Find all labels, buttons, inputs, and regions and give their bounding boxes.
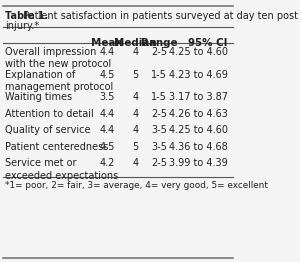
Text: Explanation of
management protocol: Explanation of management protocol — [5, 70, 114, 92]
Text: 4.4: 4.4 — [100, 125, 115, 135]
Text: Overall impression
with the new protocol: Overall impression with the new protocol — [5, 47, 112, 69]
Text: 4: 4 — [132, 92, 139, 102]
Text: 4.25 to 4.60: 4.25 to 4.60 — [169, 125, 228, 135]
Text: 4: 4 — [132, 47, 139, 57]
Text: 1-5: 1-5 — [151, 70, 167, 80]
Text: 4: 4 — [132, 158, 139, 168]
Text: 4.25 to 4.60: 4.25 to 4.60 — [169, 47, 228, 57]
Text: Mean: Mean — [92, 38, 123, 48]
Text: 1-5: 1-5 — [151, 92, 167, 102]
Text: Median: Median — [114, 38, 157, 48]
Text: 4.5: 4.5 — [100, 142, 115, 152]
Text: 4: 4 — [132, 109, 139, 119]
Text: 3.17 to 3.87: 3.17 to 3.87 — [169, 92, 228, 102]
Text: 4.26 to 4.63: 4.26 to 4.63 — [169, 109, 228, 119]
Text: Table 1.: Table 1. — [5, 11, 49, 21]
Text: 4.23 to 4.69: 4.23 to 4.69 — [169, 70, 228, 80]
Text: Attention to detail: Attention to detail — [5, 109, 94, 119]
Text: Service met or
exceeded expectations: Service met or exceeded expectations — [5, 158, 118, 181]
Text: 4.5: 4.5 — [100, 70, 115, 80]
Text: 2-5: 2-5 — [151, 109, 167, 119]
Text: 5: 5 — [132, 70, 139, 80]
Text: 3-5: 3-5 — [151, 142, 167, 152]
Text: *1= poor, 2= fair, 3= average, 4= very good, 5= excellent: *1= poor, 2= fair, 3= average, 4= very g… — [5, 181, 268, 189]
Text: Waiting times: Waiting times — [5, 92, 73, 102]
Text: Patient centeredness: Patient centeredness — [5, 142, 109, 152]
Text: 4.4: 4.4 — [100, 109, 115, 119]
Text: 2-5: 2-5 — [151, 158, 167, 168]
Text: Quality of service: Quality of service — [5, 125, 91, 135]
Text: 4.4: 4.4 — [100, 47, 115, 57]
Text: 95% CI: 95% CI — [188, 38, 228, 48]
Text: 4.2: 4.2 — [100, 158, 115, 168]
Text: 3-5: 3-5 — [151, 125, 167, 135]
Text: injury.*: injury.* — [5, 21, 40, 31]
Text: 2-5: 2-5 — [151, 47, 167, 57]
Text: 4: 4 — [132, 125, 139, 135]
Text: 4.36 to 4.68: 4.36 to 4.68 — [169, 142, 228, 152]
Text: 3.99 to 4.39: 3.99 to 4.39 — [169, 158, 228, 168]
Text: 5: 5 — [132, 142, 139, 152]
Text: Patient satisfaction in patients surveyed at day ten post: Patient satisfaction in patients surveye… — [20, 11, 298, 21]
Text: Range: Range — [141, 38, 177, 48]
Text: 3.5: 3.5 — [100, 92, 115, 102]
